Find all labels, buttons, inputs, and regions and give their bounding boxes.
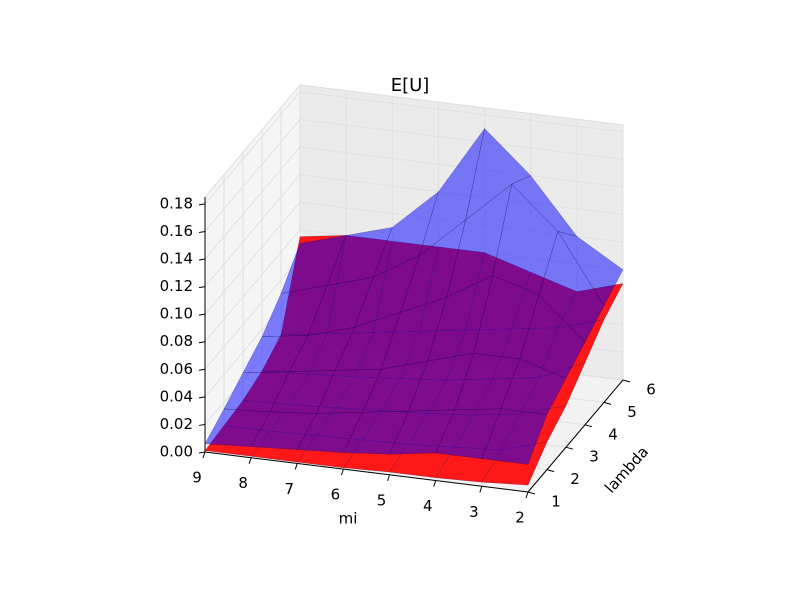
x-tick bbox=[433, 480, 437, 487]
surface-face bbox=[362, 360, 428, 413]
z-tick-label: 0.10 bbox=[160, 305, 193, 323]
y-tick bbox=[584, 424, 593, 428]
grid-line bbox=[204, 256, 301, 370]
surface-face bbox=[389, 409, 456, 455]
grid-line bbox=[204, 146, 301, 260]
x-tick-label: 8 bbox=[238, 474, 248, 492]
z-tick bbox=[198, 368, 206, 371]
z-tick bbox=[198, 258, 206, 261]
z-tick bbox=[198, 203, 206, 206]
y-tick bbox=[546, 469, 555, 473]
z-tick-label: 0.14 bbox=[160, 250, 193, 268]
x-tick-label: 7 bbox=[285, 480, 295, 498]
grid-line bbox=[299, 91, 624, 133]
surface-face bbox=[307, 276, 374, 336]
y-axis-label: lambda bbox=[601, 443, 652, 497]
x-tick-label: 5 bbox=[377, 491, 387, 509]
y-tick bbox=[527, 491, 536, 495]
surface-face bbox=[435, 408, 502, 459]
surface-face bbox=[296, 412, 363, 453]
x-tick bbox=[294, 463, 298, 470]
y-tick-label: 6 bbox=[646, 381, 656, 399]
x-tick bbox=[479, 486, 483, 493]
z-tick-label: 0.04 bbox=[160, 387, 193, 405]
x-tick bbox=[525, 491, 529, 499]
z-tick bbox=[198, 451, 206, 454]
x-axis-label: mi bbox=[339, 510, 358, 528]
grid-line bbox=[204, 201, 301, 315]
y-tick-label: 3 bbox=[589, 448, 599, 466]
z-tick-label: 0.06 bbox=[160, 360, 193, 378]
z-tick bbox=[198, 230, 206, 233]
x-tick bbox=[202, 451, 206, 459]
x-tick-label: 9 bbox=[192, 469, 202, 487]
z-tick-label: 0.12 bbox=[160, 277, 193, 295]
y-tick bbox=[622, 379, 631, 383]
x-tick bbox=[387, 474, 391, 482]
surface-face bbox=[511, 175, 578, 237]
x-tick-label: 6 bbox=[331, 486, 341, 504]
z-tick-label: 0.08 bbox=[160, 332, 193, 350]
grid-line bbox=[299, 118, 624, 160]
y-tick-label: 4 bbox=[608, 425, 618, 443]
surface-face bbox=[400, 219, 467, 313]
y-tick-label: 1 bbox=[551, 493, 561, 511]
x-tick bbox=[248, 457, 252, 464]
surface-face bbox=[269, 370, 336, 414]
surface-face bbox=[250, 411, 317, 450]
x-tick-label: 2 bbox=[515, 509, 525, 527]
grid-line bbox=[204, 229, 301, 343]
surface-face bbox=[418, 128, 485, 257]
z-tick bbox=[198, 313, 206, 316]
z-tick bbox=[198, 396, 206, 399]
axis-line bbox=[527, 379, 624, 493]
surface-face bbox=[381, 297, 447, 370]
surface-face bbox=[326, 227, 393, 286]
x-tick-label: 4 bbox=[423, 497, 433, 515]
z-tick bbox=[198, 341, 206, 344]
z-tick bbox=[198, 286, 206, 289]
grid-line bbox=[204, 91, 301, 205]
surface-face bbox=[481, 408, 548, 465]
x-tick-label: 3 bbox=[469, 503, 479, 521]
grid-line bbox=[204, 174, 301, 287]
z-tick-label: 0.16 bbox=[160, 222, 193, 240]
chart-title: E[U] bbox=[391, 75, 430, 96]
y-tick bbox=[603, 401, 612, 405]
surface-face bbox=[280, 235, 347, 294]
surface-face bbox=[204, 408, 271, 447]
x-tick bbox=[340, 468, 344, 476]
z-tick-label: 0.00 bbox=[160, 443, 193, 461]
z-tick-label: 0.18 bbox=[160, 194, 193, 212]
y-tick bbox=[565, 446, 574, 450]
surface-face bbox=[500, 358, 567, 415]
grid-line bbox=[204, 119, 301, 232]
z-tick-label: 0.02 bbox=[160, 415, 193, 433]
z-tick bbox=[198, 423, 206, 426]
y-tick-label: 5 bbox=[627, 403, 637, 421]
y-tick-label: 2 bbox=[570, 470, 580, 488]
axis-line bbox=[204, 451, 529, 493]
surface-face bbox=[343, 410, 409, 455]
